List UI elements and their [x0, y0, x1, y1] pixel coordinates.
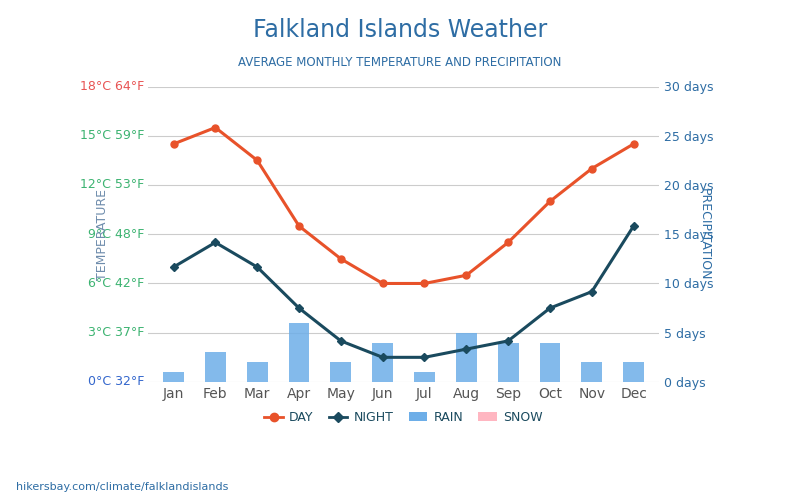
NIGHT: [587, 288, 597, 294]
DAY: [545, 198, 554, 204]
Text: PRECIPITATION: PRECIPITATION: [698, 188, 711, 280]
Bar: [414, 372, 435, 382]
DAY: [210, 124, 220, 130]
NIGHT: [420, 354, 430, 360]
DAY: [587, 166, 597, 172]
DAY: [503, 240, 513, 246]
NIGHT: [294, 305, 304, 311]
Bar: [623, 362, 644, 382]
Text: 6°C 42°F: 6°C 42°F: [88, 277, 144, 290]
DAY: [462, 272, 471, 278]
Bar: [246, 362, 268, 382]
Text: TEMPERATURE: TEMPERATURE: [96, 188, 109, 280]
NIGHT: [629, 223, 638, 229]
NIGHT: [210, 240, 220, 246]
Bar: [330, 362, 351, 382]
Bar: [456, 332, 477, 382]
Text: 18°C 64°F: 18°C 64°F: [80, 80, 144, 93]
Bar: [163, 372, 184, 382]
Text: 3°C 37°F: 3°C 37°F: [88, 326, 144, 339]
Bar: [498, 342, 518, 382]
Bar: [289, 323, 310, 382]
Bar: [539, 342, 561, 382]
Legend: DAY, NIGHT, RAIN, SNOW: DAY, NIGHT, RAIN, SNOW: [259, 406, 548, 429]
DAY: [378, 280, 387, 286]
NIGHT: [252, 264, 262, 270]
DAY: [420, 280, 430, 286]
Text: 12°C 53°F: 12°C 53°F: [80, 178, 144, 192]
Line: NIGHT: NIGHT: [170, 223, 636, 360]
NIGHT: [462, 346, 471, 352]
Bar: [582, 362, 602, 382]
Text: 15°C 59°F: 15°C 59°F: [80, 129, 144, 142]
Line: DAY: DAY: [170, 124, 637, 287]
Bar: [372, 342, 393, 382]
DAY: [252, 158, 262, 164]
DAY: [629, 141, 638, 147]
NIGHT: [545, 305, 554, 311]
NIGHT: [378, 354, 387, 360]
Text: hikersbay.com/climate/falklandislands: hikersbay.com/climate/falklandislands: [16, 482, 228, 492]
NIGHT: [336, 338, 346, 344]
Text: Falkland Islands Weather: Falkland Islands Weather: [253, 18, 547, 42]
NIGHT: [503, 338, 513, 344]
DAY: [294, 223, 304, 229]
Text: 9°C 48°F: 9°C 48°F: [88, 228, 144, 240]
Text: 0°C 32°F: 0°C 32°F: [88, 376, 144, 388]
NIGHT: [169, 264, 178, 270]
DAY: [169, 141, 178, 147]
Bar: [205, 352, 226, 382]
DAY: [336, 256, 346, 262]
Text: AVERAGE MONTHLY TEMPERATURE AND PRECIPITATION: AVERAGE MONTHLY TEMPERATURE AND PRECIPIT…: [238, 56, 562, 69]
